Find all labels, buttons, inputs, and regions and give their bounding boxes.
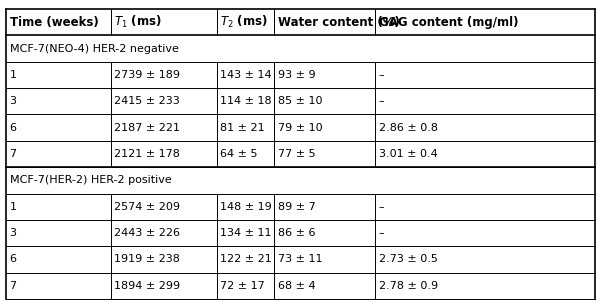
Text: 93 ± 9: 93 ± 9 [277,70,315,80]
Text: 2.86 ± 0.8: 2.86 ± 0.8 [379,123,438,133]
Text: 122 ± 21: 122 ± 21 [221,255,272,265]
Text: 89 ± 7: 89 ± 7 [277,202,315,212]
Text: 1919 ± 238: 1919 ± 238 [114,255,180,265]
Text: 2574 ± 209: 2574 ± 209 [114,202,181,212]
Text: 72 ± 17: 72 ± 17 [221,281,265,291]
Text: 2121 ± 178: 2121 ± 178 [114,149,180,159]
Text: 1: 1 [10,202,17,212]
Text: 2.73 ± 0.5: 2.73 ± 0.5 [379,255,438,265]
Text: 2187 ± 221: 2187 ± 221 [114,123,181,133]
Text: 2443 ± 226: 2443 ± 226 [114,228,181,238]
Text: 3: 3 [10,96,17,106]
Text: 3.01 ± 0.4: 3.01 ± 0.4 [379,149,438,159]
Text: 143 ± 14: 143 ± 14 [221,70,272,80]
Text: 68 ± 4: 68 ± 4 [277,281,315,291]
Text: 148 ± 19: 148 ± 19 [221,202,272,212]
Text: 114 ± 18: 114 ± 18 [221,96,272,106]
Text: –: – [379,202,385,212]
Text: GAG content (mg/ml): GAG content (mg/ml) [379,16,518,29]
Text: –: – [379,70,385,80]
Text: Time (weeks): Time (weeks) [10,16,98,29]
Text: 7: 7 [10,149,17,159]
Text: 2739 ± 189: 2739 ± 189 [114,70,181,80]
Text: 134 ± 11: 134 ± 11 [221,228,272,238]
Text: 2415 ± 233: 2415 ± 233 [114,96,180,106]
Text: –: – [379,228,385,238]
Text: 81 ± 21: 81 ± 21 [221,123,265,133]
Text: 79 ± 10: 79 ± 10 [277,123,322,133]
Text: 6: 6 [10,123,17,133]
Text: 3: 3 [10,228,17,238]
Text: MCF-7(HER-2) HER-2 positive: MCF-7(HER-2) HER-2 positive [10,175,171,185]
Text: $\mathit{T}_2$ (ms): $\mathit{T}_2$ (ms) [221,14,269,30]
Text: 1: 1 [10,70,17,80]
Text: 6: 6 [10,255,17,265]
Text: 2.78 ± 0.9: 2.78 ± 0.9 [379,281,438,291]
Text: $\mathit{T}_1$ (ms): $\mathit{T}_1$ (ms) [114,14,162,30]
Text: 1894 ± 299: 1894 ± 299 [114,281,181,291]
Text: 64 ± 5: 64 ± 5 [221,149,258,159]
Text: 77 ± 5: 77 ± 5 [277,149,315,159]
Text: 7: 7 [10,281,17,291]
Text: 73 ± 11: 73 ± 11 [277,255,322,265]
Text: MCF-7(NEO-4) HER-2 negative: MCF-7(NEO-4) HER-2 negative [10,43,178,53]
Text: 86 ± 6: 86 ± 6 [277,228,315,238]
Text: 85 ± 10: 85 ± 10 [277,96,322,106]
Text: Water content (%): Water content (%) [277,16,399,29]
Text: –: – [379,96,385,106]
